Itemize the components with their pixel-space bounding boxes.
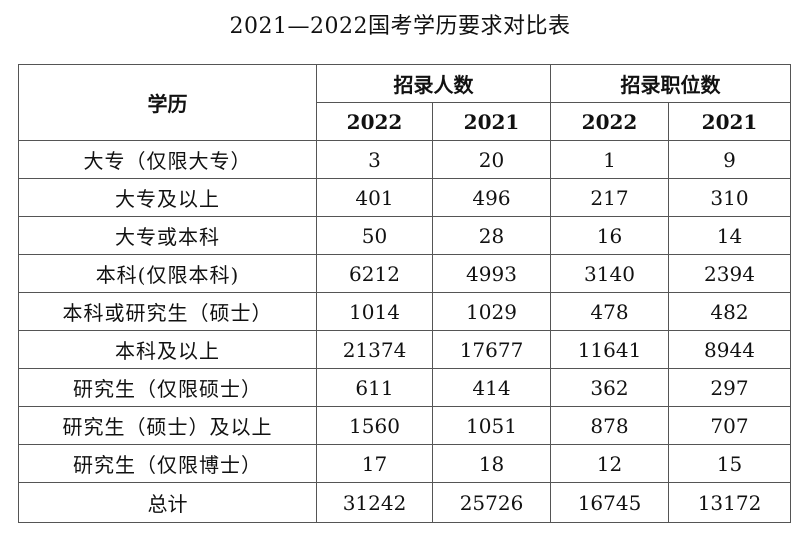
- education-cell: 大专（仅限大专）: [18, 140, 317, 179]
- education-cell: 本科(仅限本科): [18, 254, 317, 293]
- table-row: 研究生（硕士）及以上 1560 1051 878 707: [18, 406, 791, 445]
- positions-2022-cell: 12: [550, 444, 669, 483]
- education-cell: 大专及以上: [18, 178, 317, 217]
- education-cell: 研究生（仅限博士）: [18, 444, 317, 483]
- hires-2022-cell: 17: [316, 444, 433, 483]
- table-row: 研究生（仅限博士） 17 18 12 15: [18, 444, 791, 483]
- positions-2021-cell: 310: [668, 178, 791, 217]
- hires-2021-cell: 17677: [432, 330, 551, 369]
- positions-2021-cell: 2394: [668, 254, 791, 293]
- total-hires-2022: 31242: [316, 482, 433, 523]
- education-cell: 本科及以上: [18, 330, 317, 369]
- table-row: 大专（仅限大专） 3 20 1 9: [18, 140, 791, 179]
- table-row: 本科(仅限本科) 6212 4993 3140 2394: [18, 254, 791, 293]
- hires-2021-cell: 414: [432, 368, 551, 407]
- positions-2021-cell: 297: [668, 368, 791, 407]
- table-row: 本科或研究生（硕士） 1014 1029 478 482: [18, 292, 791, 331]
- positions-2022-cell: 362: [550, 368, 669, 407]
- header-group-positions: 招录职位数: [550, 64, 791, 103]
- hires-2021-cell: 1051: [432, 406, 551, 445]
- hires-2021-cell: 496: [432, 178, 551, 217]
- header-year-positions-2022: 2022: [550, 102, 669, 141]
- positions-2021-cell: 15: [668, 444, 791, 483]
- hires-2021-cell: 18: [432, 444, 551, 483]
- education-cell: 研究生（仅限硕士）: [18, 368, 317, 407]
- hires-2021-cell: 4993: [432, 254, 551, 293]
- positions-2021-cell: 8944: [668, 330, 791, 369]
- hires-2022-cell: 50: [316, 216, 433, 255]
- positions-2022-cell: 217: [550, 178, 669, 217]
- positions-2021-cell: 14: [668, 216, 791, 255]
- positions-2022-cell: 3140: [550, 254, 669, 293]
- education-cell: 研究生（硕士）及以上: [18, 406, 317, 445]
- positions-2021-cell: 707: [668, 406, 791, 445]
- total-row: 总计 31242 25726 16745 13172: [18, 482, 791, 523]
- positions-2022-cell: 1: [550, 140, 669, 179]
- total-positions-2021: 13172: [668, 482, 791, 523]
- hires-2022-cell: 611: [316, 368, 433, 407]
- total-hires-2021: 25726: [432, 482, 551, 523]
- table-row: 大专及以上 401 496 217 310: [18, 178, 791, 217]
- hires-2022-cell: 21374: [316, 330, 433, 369]
- header-year-hires-2021: 2021: [432, 102, 551, 141]
- education-cell: 大专或本科: [18, 216, 317, 255]
- positions-2021-cell: 9: [668, 140, 791, 179]
- page-title: 2021—2022国考学历要求对比表: [229, 14, 571, 39]
- header-row-groups: 学历 招录人数 招录职位数: [18, 64, 791, 141]
- positions-2022-cell: 478: [550, 292, 669, 331]
- table-row: 大专或本科 50 28 16 14: [18, 216, 791, 255]
- header-year-hires-2022: 2022: [316, 102, 433, 141]
- hires-2022-cell: 1014: [316, 292, 433, 331]
- positions-2021-cell: 482: [668, 292, 791, 331]
- hires-2022-cell: 1560: [316, 406, 433, 445]
- header-year-positions-2021: 2021: [668, 102, 791, 141]
- positions-2022-cell: 11641: [550, 330, 669, 369]
- comparison-table: 学历 招录人数 招录职位数 2022 2021 2022 2021 大专（仅限大…: [18, 64, 791, 523]
- hires-2022-cell: 401: [316, 178, 433, 217]
- header-group-hires: 招录人数: [316, 64, 551, 103]
- positions-2022-cell: 878: [550, 406, 669, 445]
- table-row: 本科及以上 21374 17677 11641 8944: [18, 330, 791, 369]
- hires-2021-cell: 28: [432, 216, 551, 255]
- header-education: 学历: [18, 64, 317, 141]
- hires-2021-cell: 1029: [432, 292, 551, 331]
- positions-2022-cell: 16: [550, 216, 669, 255]
- total-positions-2022: 16745: [550, 482, 669, 523]
- total-label: 总计: [18, 482, 317, 523]
- hires-2022-cell: 3: [316, 140, 433, 179]
- hires-2021-cell: 20: [432, 140, 551, 179]
- table-row: 研究生（仅限硕士） 611 414 362 297: [18, 368, 791, 407]
- hires-2022-cell: 6212: [316, 254, 433, 293]
- education-cell: 本科或研究生（硕士）: [18, 292, 317, 331]
